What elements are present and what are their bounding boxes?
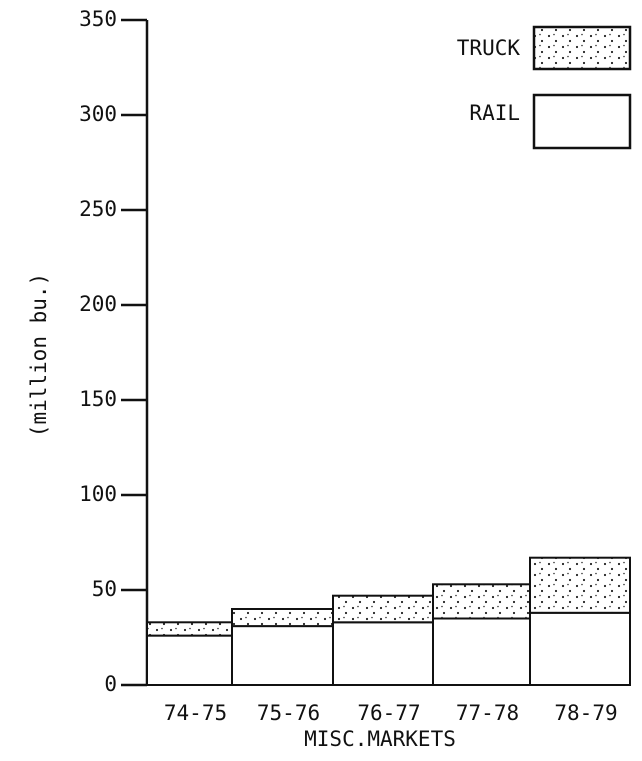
bar-rail-74-75	[146, 634, 233, 686]
x-tick-label: 75-76	[257, 701, 320, 725]
y-tick-label: 0	[104, 672, 117, 696]
legend-swatch-truck	[532, 25, 632, 71]
y-tick-label: 250	[79, 197, 117, 221]
bars-group	[146, 556, 631, 686]
bar-rail-76-77	[332, 621, 434, 686]
y-axis-title: (million bu.)	[27, 273, 51, 437]
legend-label-truck: TRUCK	[457, 36, 521, 60]
y-tick-label: 150	[79, 387, 117, 411]
x-tick-label: 74-75	[164, 701, 227, 725]
legend: TRUCK RAIL	[457, 25, 632, 150]
legend-swatch-rail	[532, 93, 632, 150]
x-axis-title: MISC.MARKETS	[304, 727, 456, 751]
bar-truck-78-79	[529, 556, 631, 614]
bar-truck-75-76	[231, 608, 334, 628]
x-tick-label: 77-78	[456, 701, 519, 725]
y-tick-label: 200	[79, 292, 117, 316]
bar-truck-76-77	[332, 594, 434, 624]
y-tick-label: 300	[79, 102, 117, 126]
y-tick-label: 50	[92, 577, 117, 601]
x-tick-label: 76-77	[357, 701, 420, 725]
legend-label-rail: RAIL	[469, 101, 520, 125]
bar-truck-74-75	[146, 621, 233, 637]
x-axis-tick-labels: 74-75 75-76 76-77 77-78 78-79	[164, 701, 618, 725]
bar-rail-77-78	[432, 617, 531, 686]
bar-truck-77-78	[432, 583, 531, 620]
y-axis-ticks: 0 50 100 150 200 250 300 350	[79, 7, 147, 696]
x-tick-label: 78-79	[554, 701, 617, 725]
y-tick-label: 100	[79, 482, 117, 506]
bar-rail-75-76	[231, 625, 334, 686]
bar-rail-78-79	[529, 611, 631, 686]
y-tick-label: 350	[79, 7, 117, 31]
